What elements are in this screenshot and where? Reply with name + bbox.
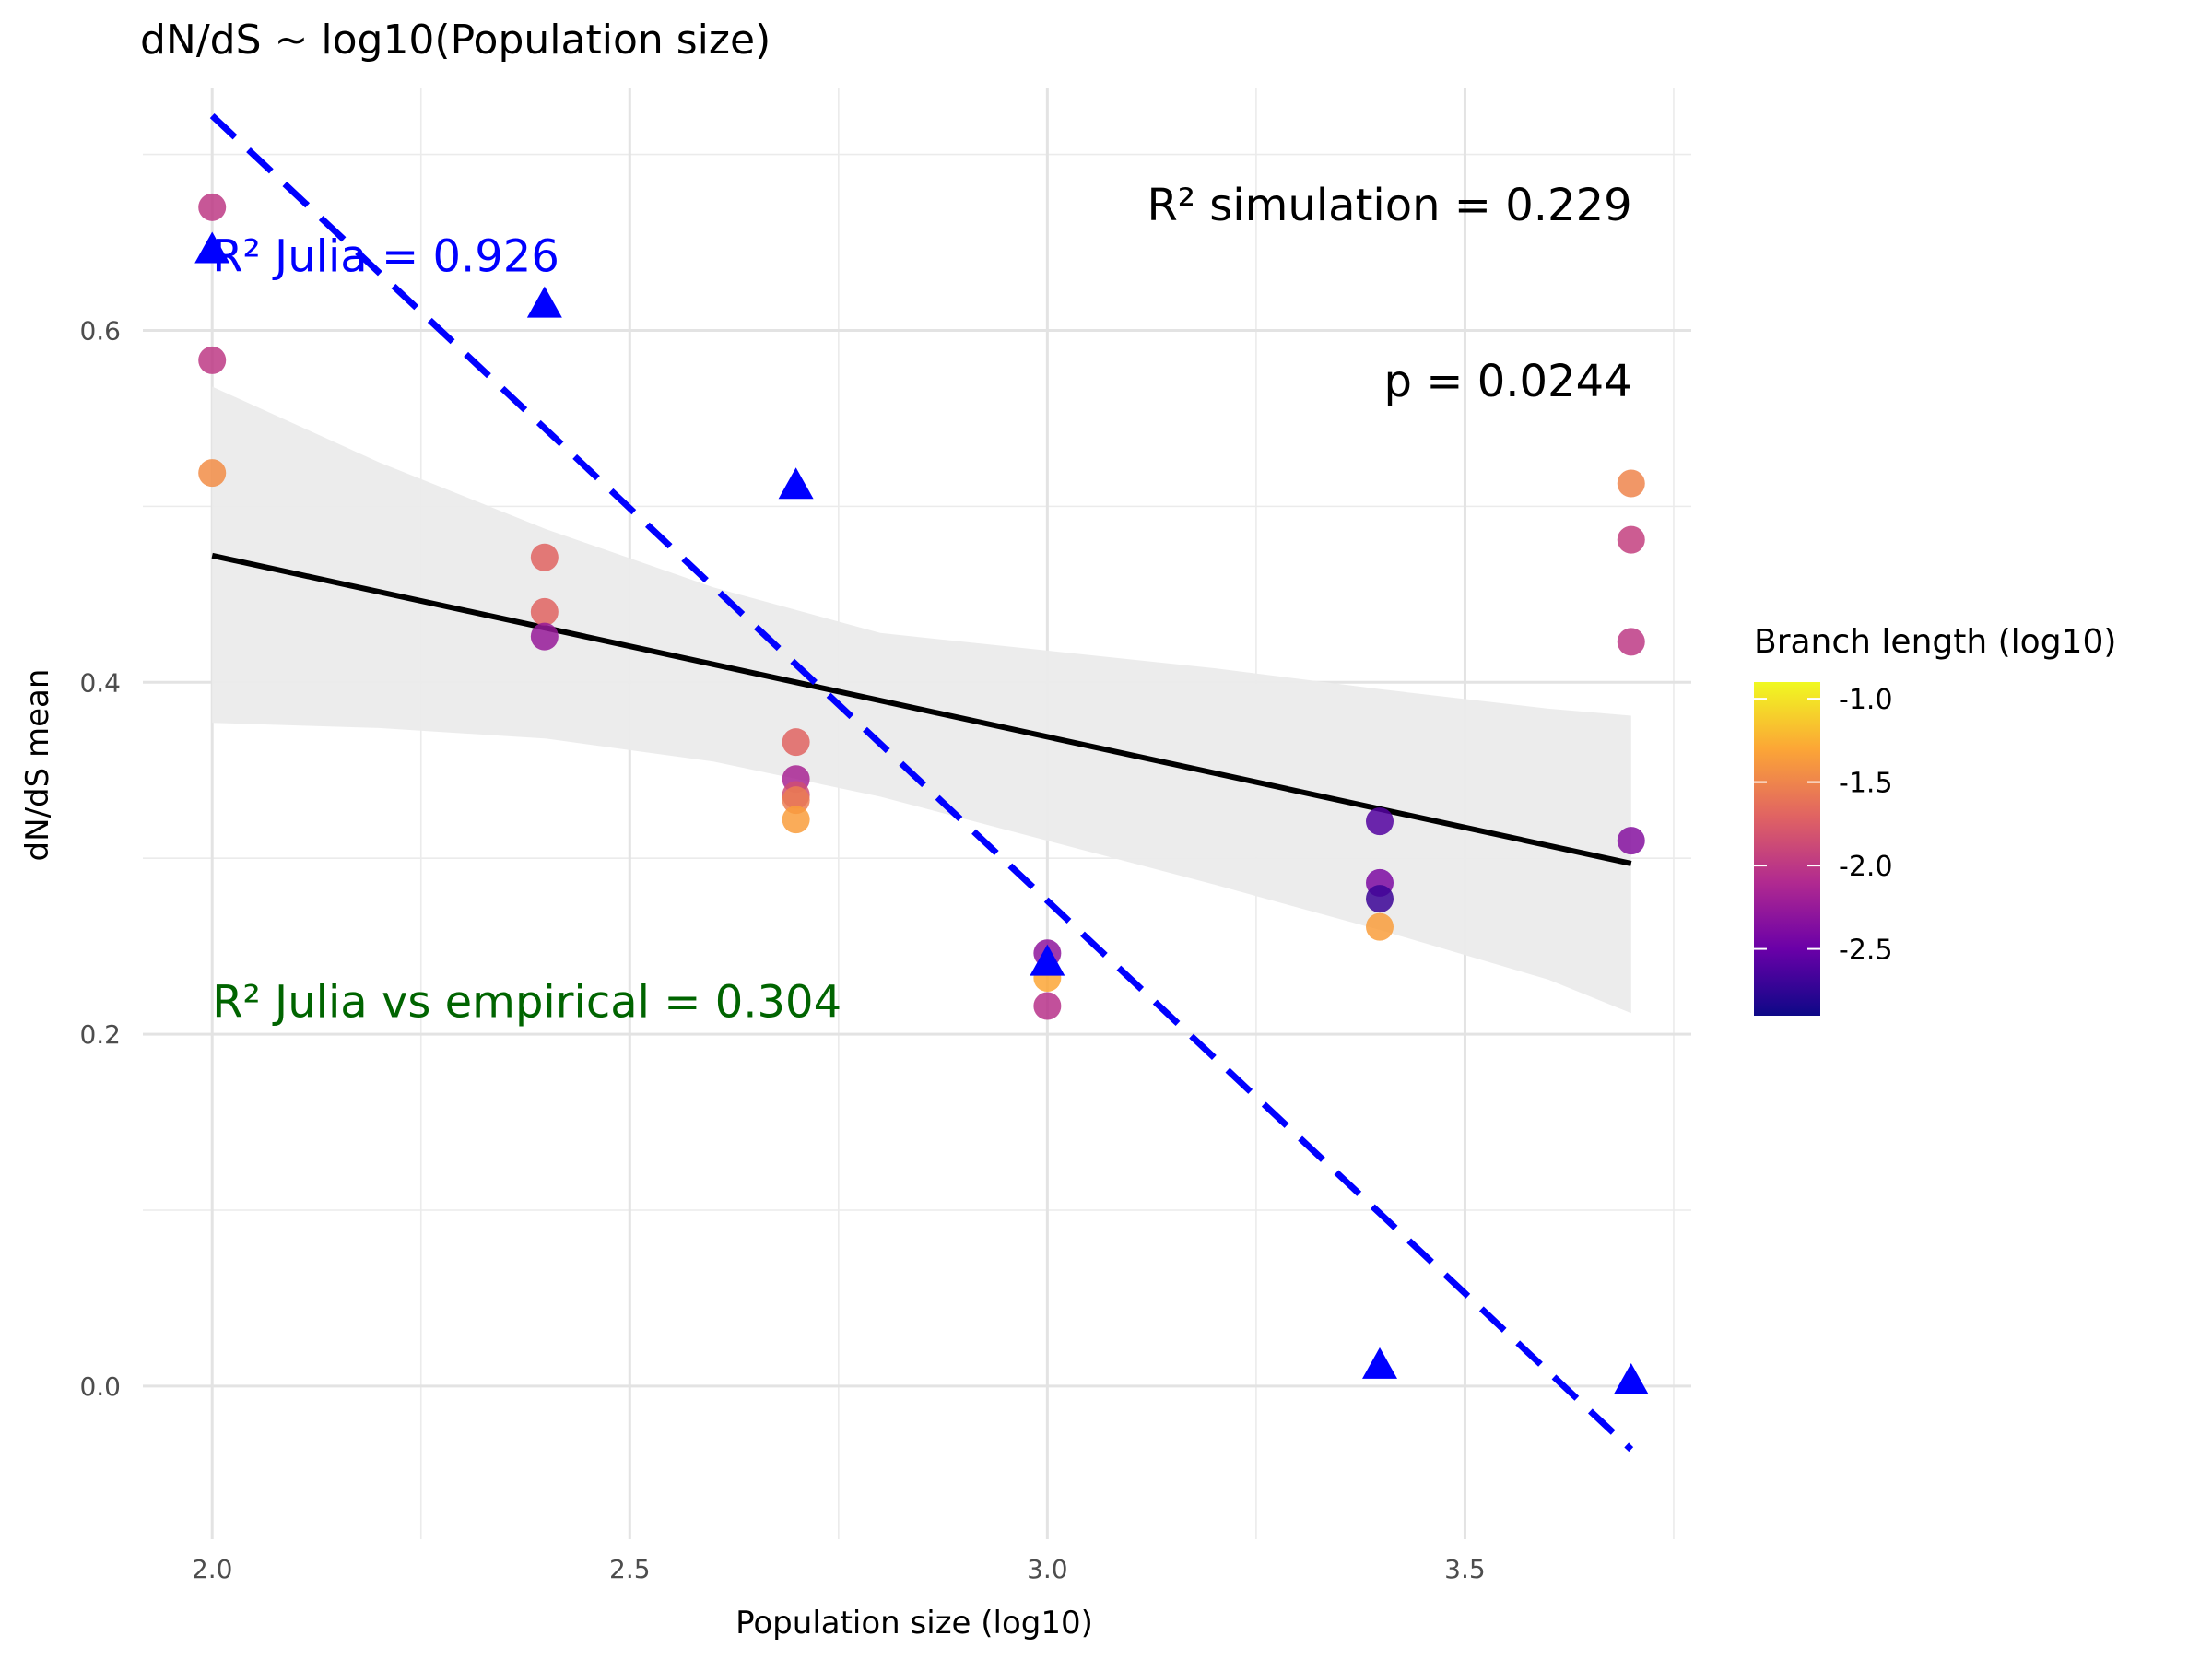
simulation-point [530,622,559,651]
annotation-label: R² Julia vs empirical = 0.304 [212,977,841,1029]
simulation-point [198,193,227,221]
annotation-label: R² simulation = 0.229 [1147,180,1631,231]
colorbar-gradient [1754,682,1820,1016]
julia-point [1030,944,1065,976]
axes-layer: 2.0 2.5 3.0 3.5 0.0 0.2 0.4 0.6 [79,315,1485,1584]
simulation-point [198,346,227,374]
simulation-point [1366,912,1394,941]
simulation-point [1617,525,1645,554]
y-tick-label: 0.6 [79,315,121,346]
simulation-point [782,786,810,815]
confidence-ribbon [212,386,1631,1014]
x-axis-title: Population size (log10) [735,1605,1093,1641]
annotation-label: R² Julia = 0.926 [212,230,559,282]
colorbar-tick-label: -2.0 [1839,851,1893,883]
simulation-point [530,543,559,571]
colorbar-legend: Branch length (log10) -1.0 -1.5 -2.0 -2.5 [1754,623,2116,1016]
simulation-point [1617,628,1645,656]
confidence-ribbon-layer [212,386,1631,1014]
simulation-point [198,459,227,488]
data-points-layer [194,193,1649,1395]
simulation-point [1366,807,1394,836]
simulation-point [782,728,810,757]
chart-title: dN/dS ~ log10(Population size) [140,17,771,64]
simulation-point [1033,992,1062,1020]
y-tick-label: 0.4 [79,667,121,698]
julia-point [778,467,814,500]
x-tick-label: 2.0 [192,1554,233,1584]
x-tick-label: 3.5 [1444,1554,1486,1584]
annotations-layer: R² simulation = 0.229 p = 0.0244 R² Julia … [212,180,1631,1029]
colorbar-title: Branch length (log10) [1754,623,2116,661]
simulation-point [530,597,559,626]
y-axis-title: dN/dS mean [19,669,56,862]
x-tick-label: 2.5 [609,1554,651,1584]
grid-lines [143,88,1691,1539]
annotation-label: p = 0.0244 [1384,356,1632,407]
simulation-point [1617,469,1645,498]
simulation-point [782,806,810,834]
julia-point [1613,1363,1649,1395]
y-tick-label: 0.2 [79,1019,121,1050]
simulation-point [1617,827,1645,855]
fit-lines-layer [209,112,1634,1453]
y-tick-label: 0.0 [79,1371,121,1402]
julia-point [526,286,562,318]
colorbar-tick-label: -2.5 [1839,935,1893,967]
julia-point [194,231,230,264]
x-tick-label: 3.0 [1027,1554,1068,1584]
colorbar-tick-label: -1.5 [1839,768,1893,800]
julia-fit-line [209,112,1634,1453]
simulation-point [1366,885,1394,913]
julia-point [1362,1347,1398,1379]
regression-line [211,552,1632,866]
colorbar-tick-label: -1.0 [1839,684,1893,716]
